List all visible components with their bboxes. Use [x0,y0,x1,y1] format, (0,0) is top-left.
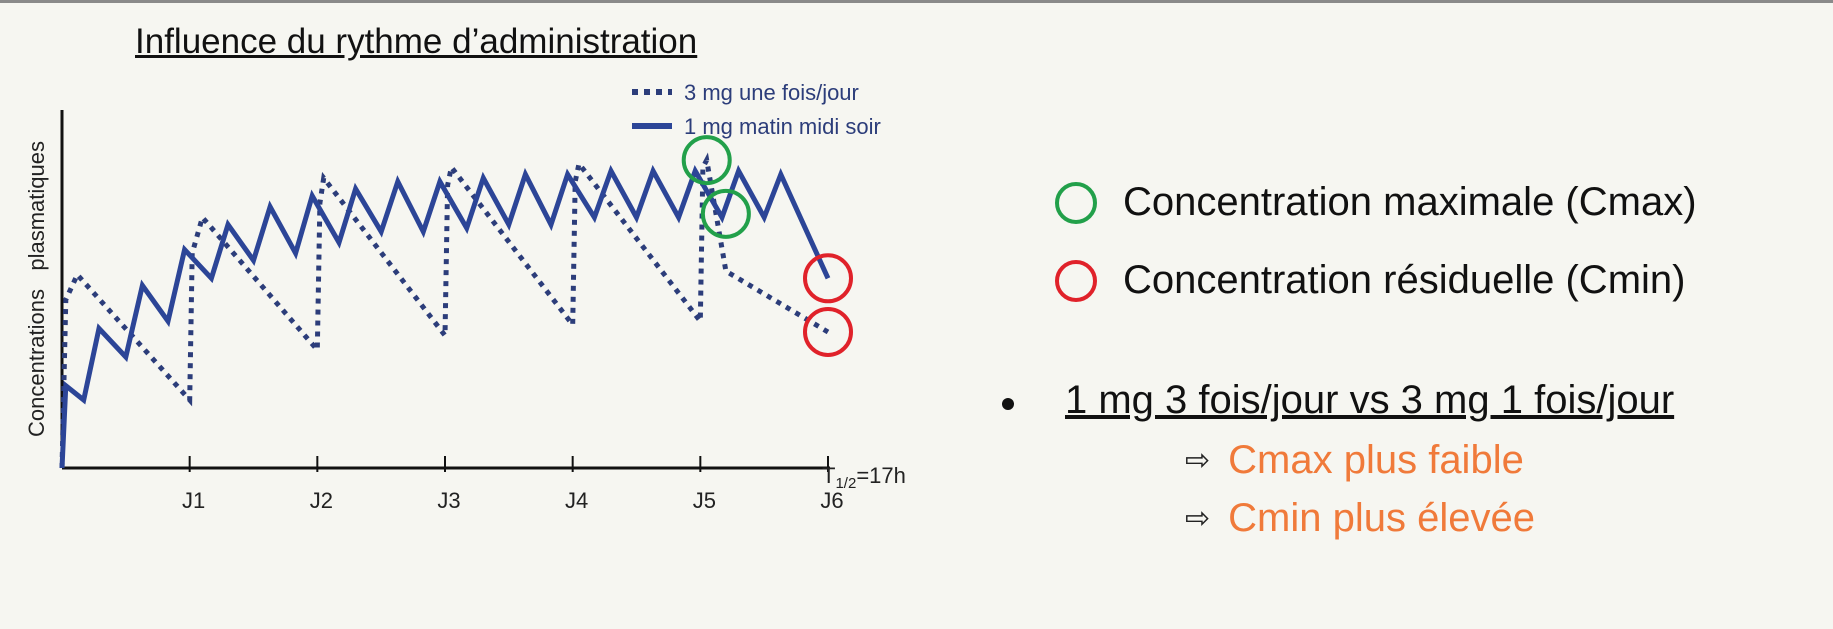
chart-series [59,152,831,469]
cmax-highlight-circle [700,188,751,239]
red-circle-icon [1055,259,1097,302]
conclusion-cmin: ⇨ Cmin plus élevée [1185,496,1535,541]
legend-cmax: Concentration maximale (Cmax) [1055,180,1697,225]
series-legend-label: 3 mg une fois/jour [684,80,859,105]
cmin-highlight-circle [803,253,853,304]
x-tick-label: J5 [693,488,716,513]
legend-cmin: Concentration résiduelle (Cmin) [1055,258,1685,303]
x-tick-label: J2 [310,488,333,513]
conclusion-cmax-text: Cmax plus faible [1228,438,1524,482]
x-tick-label: J1 [182,488,205,513]
green-circle-icon [1055,181,1097,224]
x-tick-label: J4 [565,488,588,513]
conclusion-cmax: ⇨ Cmax plus faible [1185,438,1524,483]
series-1mg-three-times [59,164,831,469]
cmin-highlight-circle [803,306,853,357]
y-axis-label: Concentrations plasmatiques [24,141,49,437]
bullet-dot [1002,398,1014,410]
arrow-right-icon: ⇨ [1185,502,1211,535]
half-life-annotation: T1/2=17h [822,463,906,492]
arrow-right-icon: ⇨ [1185,444,1211,477]
legend-cmax-label: Concentration maximale (Cmax) [1123,180,1697,224]
chart-highlights [681,135,1014,410]
chart-text: J1 J2 J3 J4 J5 J6 Concentrations plasmatiques 3… [24,80,906,513]
top-border [0,0,1833,3]
x-tick-label: J6 [820,488,843,513]
x-tick-label: J3 [437,488,460,513]
conclusion-cmin-text: Cmin plus élevée [1228,496,1535,540]
page-title: Influence du rythme d’administration [135,22,698,61]
series-3mg-once-daily [59,152,830,469]
legend-cmin-label: Concentration résiduelle (Cmin) [1123,258,1686,302]
series-legend-label: 1 mg matin midi soir [684,114,881,139]
cmax-highlight-circle [681,135,732,186]
comparison-heading: 1 mg 3 fois/jour vs 3 mg 1 fois/jour [1065,378,1675,422]
